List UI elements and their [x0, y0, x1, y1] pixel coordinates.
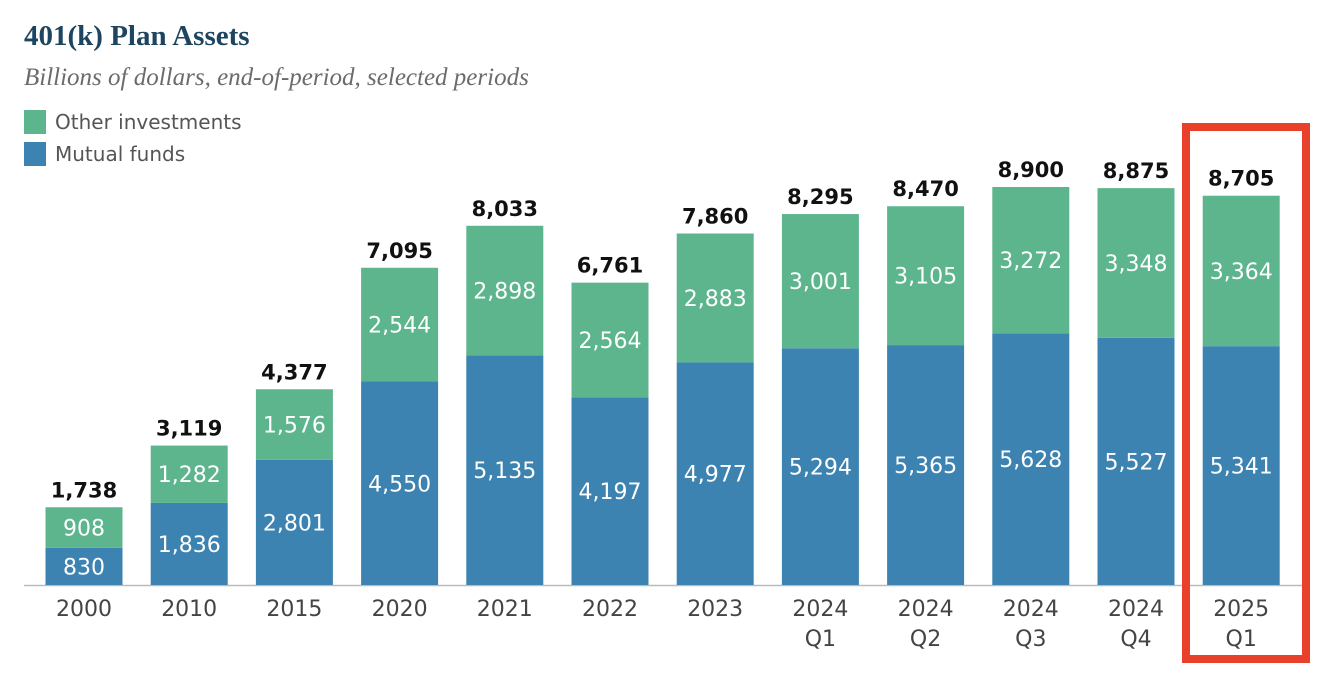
total-label: 7,095 — [366, 239, 432, 263]
data-label: 2,883 — [684, 287, 747, 312]
total-label: 8,875 — [1103, 159, 1169, 183]
data-label: 3,272 — [999, 249, 1062, 274]
bar-segment-other-investments — [1097, 188, 1175, 338]
data-label: 5,341 — [1210, 455, 1273, 480]
x-tick-label: 2024 — [1108, 597, 1164, 622]
bar-segment-other-investments — [45, 507, 123, 548]
data-label: 2,801 — [263, 511, 326, 536]
data-label: 1,836 — [158, 533, 221, 558]
bar-segment-other-investments — [781, 214, 859, 349]
bar-segment-mutual-funds — [150, 502, 228, 585]
x-tick-label: 2024 — [792, 597, 848, 622]
x-tick-label: 2020 — [372, 597, 428, 622]
data-label: 2,898 — [473, 280, 536, 305]
x-tick-label: Q1 — [805, 627, 836, 652]
total-label: 8,033 — [472, 197, 538, 221]
data-label: 1,282 — [158, 463, 221, 488]
bar-segment-other-investments — [361, 267, 439, 382]
legend-label: Other investments — [55, 110, 242, 134]
x-tick-label: 2000 — [56, 597, 112, 622]
total-label: 3,119 — [156, 417, 222, 441]
total-label: 8,705 — [1208, 167, 1274, 191]
x-tick-label: 2025 — [1213, 597, 1269, 622]
bar-segment-mutual-funds — [992, 333, 1070, 585]
x-tick-label: 2024 — [898, 597, 954, 622]
total-label: 8,295 — [787, 185, 853, 209]
total-label: 4,377 — [261, 360, 327, 384]
data-label: 908 — [63, 517, 105, 542]
bar-segment-other-investments — [255, 389, 333, 460]
chart-subtitle: Billions of dollars, end-of-period, sele… — [24, 64, 529, 91]
x-tick-label: 2010 — [161, 597, 217, 622]
bar-segment-other-investments — [1202, 195, 1280, 347]
data-label: 3,105 — [894, 265, 957, 290]
legend-label: Mutual funds — [55, 142, 186, 166]
x-tick-label: Q1 — [1226, 627, 1257, 652]
bar-segment-mutual-funds — [1202, 346, 1280, 585]
data-label: 4,197 — [579, 480, 642, 505]
bar-segment-mutual-funds — [676, 362, 754, 585]
data-label: 5,365 — [894, 454, 957, 479]
total-label: 1,738 — [51, 478, 117, 502]
bar-segment-other-investments — [571, 282, 649, 398]
bar-segment-other-investments — [466, 225, 544, 356]
total-label: 8,470 — [892, 177, 958, 201]
data-label: 4,977 — [684, 463, 747, 488]
data-label: 830 — [63, 555, 105, 580]
bar-segment-mutual-funds — [571, 397, 649, 585]
bar-segment-other-investments — [887, 206, 965, 346]
legend-swatch-mutual-funds — [24, 142, 46, 166]
data-label: 5,135 — [473, 459, 536, 484]
data-label: 4,550 — [368, 472, 431, 497]
data-label: 3,348 — [1105, 252, 1168, 277]
bar-segment-mutual-funds — [361, 381, 439, 585]
data-label: 5,294 — [789, 456, 852, 481]
legend-item-other-investments: Other investments — [24, 110, 242, 134]
highlight-box — [1182, 123, 1310, 663]
bar-segment-mutual-funds — [1097, 337, 1175, 585]
total-label: 6,761 — [577, 254, 643, 278]
bar-segment-mutual-funds — [255, 459, 333, 585]
x-tick-label: 2024 — [1003, 597, 1059, 622]
x-tick-label: 2023 — [687, 597, 743, 622]
bar-segment-mutual-funds — [45, 547, 123, 585]
total-label: 8,900 — [998, 158, 1064, 182]
data-label: 3,001 — [789, 270, 852, 295]
data-label: 1,576 — [263, 414, 326, 439]
bar-segment-mutual-funds — [781, 348, 859, 585]
x-tick-label: 2015 — [266, 597, 322, 622]
data-label: 2,544 — [368, 314, 431, 339]
data-label: 5,628 — [999, 448, 1062, 473]
x-tick-label: 2022 — [582, 597, 638, 622]
data-label: 5,527 — [1105, 450, 1168, 475]
bar-segment-mutual-funds — [887, 345, 965, 585]
x-tick-label: Q4 — [1120, 627, 1151, 652]
bar-segment-other-investments — [992, 187, 1070, 334]
chart-title: 401(k) Plan Assets — [24, 20, 250, 52]
bar-segment-other-investments — [676, 233, 754, 363]
data-label: 3,364 — [1210, 260, 1273, 285]
bar-segment-other-investments — [150, 445, 228, 503]
x-tick-label: Q2 — [910, 627, 941, 652]
bar-segment-mutual-funds — [466, 355, 544, 585]
x-tick-label: Q3 — [1015, 627, 1046, 652]
legend-swatch-other-investments — [24, 110, 46, 134]
legend-item-mutual-funds: Mutual funds — [24, 142, 185, 166]
x-tick-label: 2021 — [477, 597, 533, 622]
total-label: 7,860 — [682, 205, 748, 229]
data-label: 2,564 — [579, 329, 642, 354]
